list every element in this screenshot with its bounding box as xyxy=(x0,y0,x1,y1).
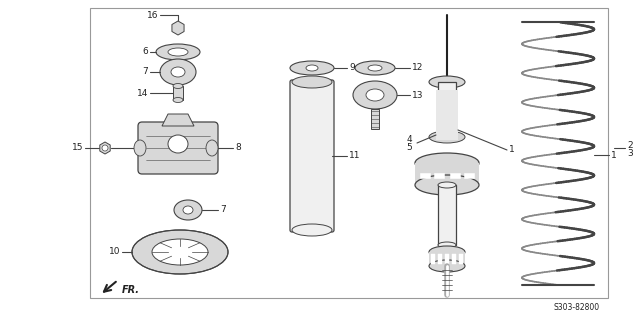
Bar xyxy=(90,8,608,298)
Ellipse shape xyxy=(292,224,332,236)
Text: 9: 9 xyxy=(349,64,355,73)
Ellipse shape xyxy=(206,140,218,156)
Ellipse shape xyxy=(415,175,479,195)
Text: 16: 16 xyxy=(147,10,158,19)
Text: 11: 11 xyxy=(349,151,360,161)
Ellipse shape xyxy=(168,135,188,153)
Text: 15: 15 xyxy=(72,143,83,153)
Text: FR.: FR. xyxy=(122,285,140,295)
FancyBboxPatch shape xyxy=(138,122,218,174)
Text: S303-82800: S303-82800 xyxy=(554,303,600,313)
Text: 3: 3 xyxy=(627,149,633,157)
Ellipse shape xyxy=(438,242,456,248)
Ellipse shape xyxy=(415,153,479,173)
Bar xyxy=(450,173,460,178)
Bar xyxy=(415,163,479,185)
Bar xyxy=(173,86,183,100)
Ellipse shape xyxy=(438,182,456,188)
Ellipse shape xyxy=(355,61,395,75)
Bar xyxy=(420,173,430,178)
Text: 12: 12 xyxy=(412,64,424,73)
Bar xyxy=(429,252,465,266)
Ellipse shape xyxy=(306,65,318,71)
Ellipse shape xyxy=(168,48,188,56)
Ellipse shape xyxy=(174,200,202,220)
FancyBboxPatch shape xyxy=(290,80,334,232)
Ellipse shape xyxy=(429,76,465,88)
Bar xyxy=(459,254,463,264)
Ellipse shape xyxy=(173,84,183,88)
Ellipse shape xyxy=(290,61,334,75)
Bar xyxy=(436,90,458,140)
Bar xyxy=(434,173,444,178)
Bar xyxy=(445,254,449,264)
Ellipse shape xyxy=(429,260,465,272)
Ellipse shape xyxy=(171,67,185,77)
Bar xyxy=(371,109,379,129)
Ellipse shape xyxy=(132,230,228,274)
Text: 10: 10 xyxy=(109,247,120,257)
Ellipse shape xyxy=(175,24,182,31)
Ellipse shape xyxy=(183,206,193,214)
Bar xyxy=(464,173,474,178)
Ellipse shape xyxy=(366,89,384,101)
Text: 1: 1 xyxy=(509,146,515,155)
Bar xyxy=(431,254,435,264)
Text: 5: 5 xyxy=(406,143,412,153)
Text: 2: 2 xyxy=(627,141,632,149)
Ellipse shape xyxy=(160,59,196,85)
Bar xyxy=(452,254,456,264)
Text: 4: 4 xyxy=(406,135,412,144)
Ellipse shape xyxy=(102,145,108,151)
Text: 6: 6 xyxy=(142,47,148,57)
Text: 13: 13 xyxy=(412,91,424,100)
Text: 7: 7 xyxy=(142,67,148,77)
Text: 8: 8 xyxy=(235,143,241,153)
Polygon shape xyxy=(162,114,194,126)
Ellipse shape xyxy=(173,98,183,102)
Ellipse shape xyxy=(134,140,146,156)
Polygon shape xyxy=(172,21,184,35)
Text: 7: 7 xyxy=(220,205,226,215)
Ellipse shape xyxy=(156,44,200,60)
Text: 14: 14 xyxy=(136,88,148,98)
Bar xyxy=(438,254,442,264)
Ellipse shape xyxy=(429,246,465,258)
Text: 1: 1 xyxy=(611,150,617,160)
Ellipse shape xyxy=(429,131,465,143)
Bar xyxy=(438,82,456,137)
Bar xyxy=(438,185,456,245)
Ellipse shape xyxy=(152,239,208,265)
Ellipse shape xyxy=(368,65,382,71)
Ellipse shape xyxy=(292,76,332,88)
Polygon shape xyxy=(100,142,110,154)
Ellipse shape xyxy=(353,81,397,109)
